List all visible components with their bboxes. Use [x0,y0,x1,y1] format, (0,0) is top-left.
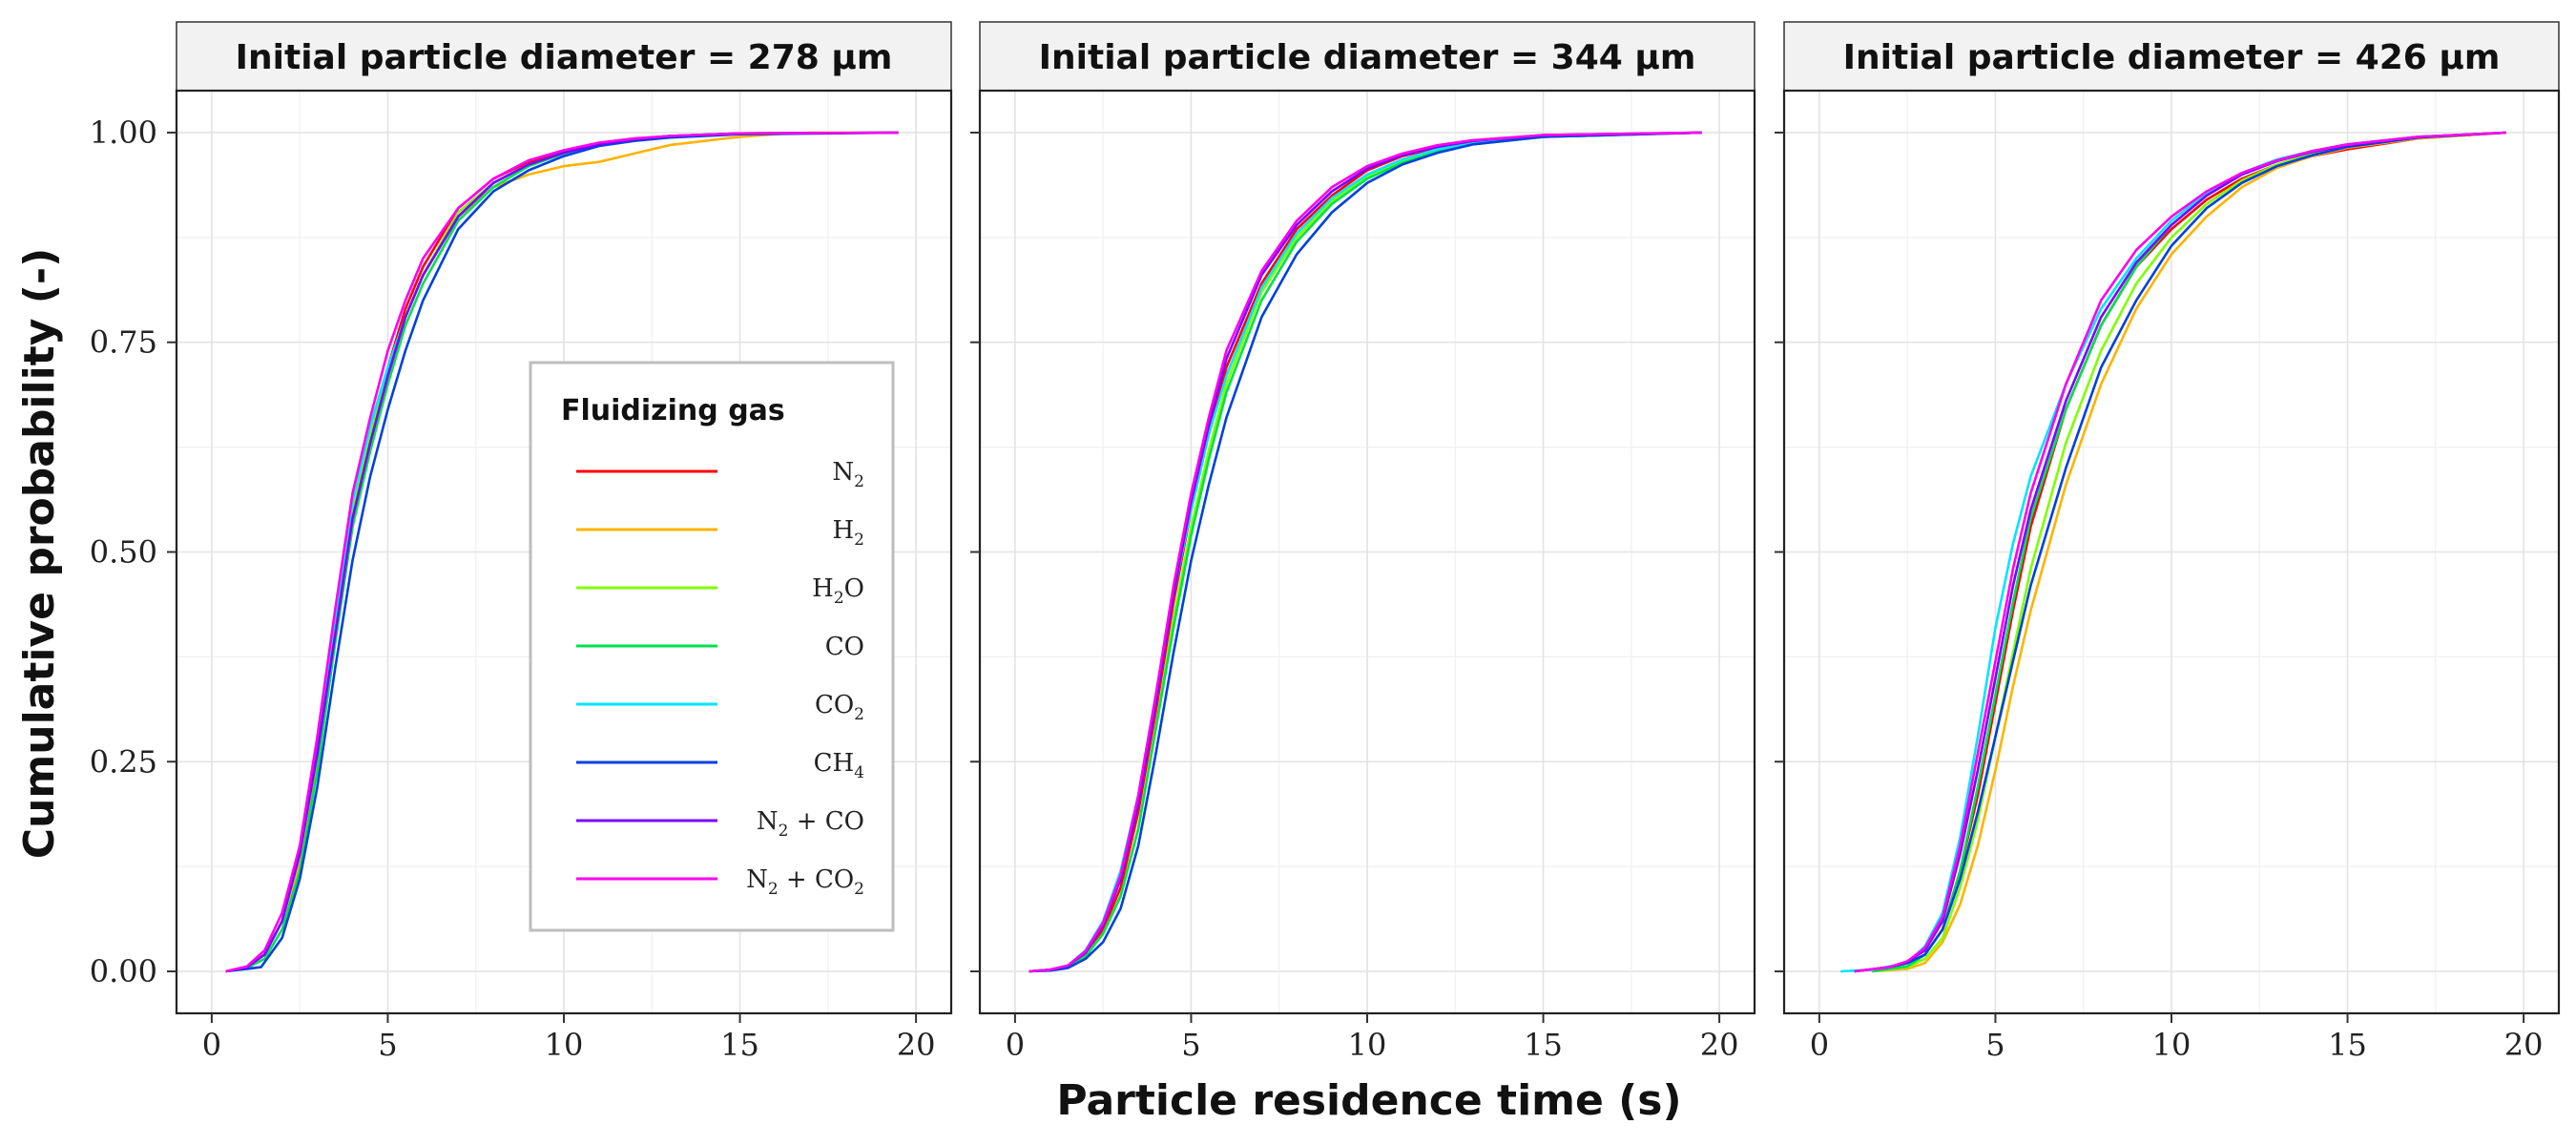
legend-label: N2 [832,458,864,491]
series-group [1840,131,2506,973]
legend-label-subscript: 4 [854,763,864,782]
panel-title: Initial particle diameter = 426 μm [1843,38,2501,77]
panels: Initial particle diameter = 278 μm 0 5 10 15… [90,21,2561,1063]
grid [980,91,1755,1013]
panel-title: Initial particle diameter = 278 μm [236,38,893,77]
legend-label-text: + CO [779,865,855,894]
series-line-h2o [1872,131,2506,973]
series-group [1028,131,1702,973]
legend-label-subscript: 2 [854,472,864,491]
y-tick-label: 0.00 [90,953,157,989]
legend-label-subscript: 2 [779,822,789,841]
panel-title: Initial particle diameter = 344 μm [1039,38,1696,77]
legend-label: H2 [832,516,864,550]
legend-label: N2 + CO2 [746,865,864,899]
series-line-ch4 [1854,131,2506,973]
y-tick-label: 0.50 [90,534,157,571]
series-line-n2co2 [225,131,899,973]
panel-strip [176,21,952,92]
series-line-ch4 [225,131,899,973]
legend-label: N2 + CO [757,807,864,841]
legend-label-text: O [844,574,864,603]
x-axis-title: Particle residence time (s) [1056,1076,1681,1125]
y-axis-title: Cumulative probability (-) [15,248,64,859]
series-group [225,131,899,973]
legend-entry-co2: CO2 [576,691,864,724]
legend-entry-n2: N2 [576,458,864,491]
x-tick-label: 10 [1348,1027,1387,1063]
legend-label-text: H [832,516,854,545]
x-tick-label: 15 [720,1027,759,1063]
x-tick-label: 20 [1700,1027,1739,1063]
x-tick-label: 20 [2504,1027,2544,1063]
legend-entry-co: CO [576,633,864,661]
legend-label-text: + CO [788,807,864,836]
legend-label: CO [825,633,864,661]
x-tick-label: 5 [1985,1027,2005,1063]
y-tick-label: 1.00 [90,114,157,151]
series-line-n2co2 [1854,131,2506,973]
x-tick-label: 20 [897,1027,936,1063]
legend-label-subscript: 2 [854,880,864,899]
legend-title: Fluidizing gas [561,394,785,427]
x-tick-label: 10 [2152,1027,2192,1063]
y-tick-label: 0.75 [90,324,157,361]
legend-label: CH4 [814,749,864,782]
legend-label-text: CO [825,633,864,661]
series-line-n2co2 [1028,131,1702,973]
legend-label-text: H [812,574,834,603]
legend-label-subscript: 2 [854,705,864,724]
legend-label-subscript: 2 [834,589,844,608]
legend-label-text: CH [814,749,855,778]
legend-label-text: N [757,807,779,836]
legend-label-text: N [832,458,854,487]
legend-entry-n2co2: N2 + CO2 [576,865,864,899]
panel-2: Initial particle diameter = 344 μm 0 5 10 15… [970,21,1756,1063]
panel-strip [979,21,1755,92]
x-tick-label: 5 [1181,1027,1200,1063]
x-tick-label: 0 [1006,1027,1025,1063]
y-tick-label: 0.25 [90,743,157,780]
x-tick-label: 5 [378,1027,397,1063]
legend-entry-h2o: H2O [576,574,864,608]
x-tick-label: 0 [202,1027,221,1063]
x-tick-label: 0 [1810,1027,1829,1063]
legend-label: CO2 [815,691,864,724]
legend-label-subscript: 2 [854,531,864,550]
series-line-ch4 [1028,131,1702,973]
x-tick-label: 10 [545,1027,584,1063]
grid [1784,91,2559,1013]
legend-entry-h2: H2 [576,516,864,550]
x-tick-label: 15 [2328,1027,2367,1063]
legend-label-text: CO [815,691,854,719]
panel-strip [1783,21,2560,92]
legend-label: H2O [812,574,864,608]
panel-3: Initial particle diameter = 426 μm 0 5 10 15… [1775,21,2561,1063]
legend-label-text: N [746,865,768,894]
legend-label-subscript: 2 [768,880,779,899]
x-tick-label: 15 [1524,1027,1563,1063]
legend-entry-ch4: CH4 [576,749,864,782]
legend-entry-n2co: N2 + CO [576,807,864,841]
